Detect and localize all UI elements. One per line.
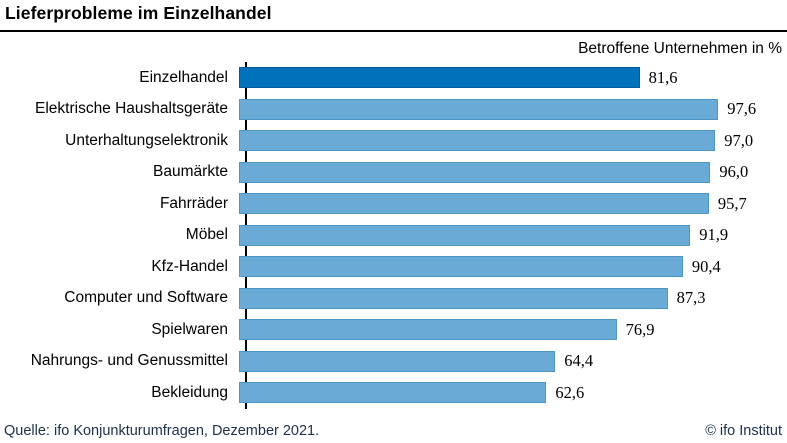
category-label: Bekleidung xyxy=(151,383,228,401)
bar-track: 64,4 xyxy=(239,346,787,378)
bar xyxy=(239,256,683,278)
bar xyxy=(239,161,711,183)
category-label: Baumärkte xyxy=(153,163,228,181)
value-label: 97,0 xyxy=(724,130,754,150)
bar-track: 91,9 xyxy=(239,220,787,252)
bar-track: 96,0 xyxy=(239,157,787,189)
category-label: Computer und Software xyxy=(64,289,228,307)
bar-track: 76,9 xyxy=(239,314,787,346)
bar-track: 62,6 xyxy=(239,377,787,409)
value-label: 96,0 xyxy=(719,162,749,182)
source-note: Quelle: ifo Konjunkturumfragen, Dezember… xyxy=(4,423,320,439)
bar xyxy=(239,319,617,341)
bar-track: 95,7 xyxy=(239,188,787,220)
bar-row: Nahrungs- und Genussmittel 64,4 xyxy=(0,346,787,378)
category-label: Unterhaltungselektronik xyxy=(65,131,228,149)
bar xyxy=(239,193,709,215)
bar-row: Unterhaltungselektronik 97,0 xyxy=(0,125,787,157)
bar-row: Kfz-Handel 90,4 xyxy=(0,251,787,283)
bar-chart: Einzelhandel 81,6 Elektrische Haushaltsger… xyxy=(0,62,787,409)
page-title: Lieferprobleme im Einzelhandel xyxy=(5,3,272,23)
category-label: Fahrräder xyxy=(159,194,228,212)
bar-highlighted xyxy=(239,67,640,89)
title-divider-line xyxy=(0,30,787,32)
chart-footer: Quelle: ifo Konjunkturumfragen, Dezember… xyxy=(0,423,787,439)
category-label: Nahrungs- und Genussmittel xyxy=(30,352,228,370)
bar xyxy=(239,350,556,372)
bar-row: Elektrische Haushaltsgeräte 97,6 xyxy=(0,94,787,126)
value-label: 87,3 xyxy=(676,288,706,308)
value-label: 95,7 xyxy=(717,193,747,213)
category-label: Elektrische Haushaltsgeräte xyxy=(35,100,228,118)
bar-row: Fahrräder 95,7 xyxy=(0,188,787,220)
bar-row: Computer und Software 87,3 xyxy=(0,283,787,315)
value-label: 81,6 xyxy=(648,67,678,87)
category-label: Möbel xyxy=(185,226,228,244)
value-label: 76,9 xyxy=(625,319,655,339)
chart-subtitle: Betroffene Unternehmen in % xyxy=(578,40,782,57)
bar-row: Einzelhandel 81,6 xyxy=(0,62,787,94)
bar-row: Spielwaren 76,9 xyxy=(0,314,787,346)
bar-track: 97,0 xyxy=(239,125,787,157)
value-label: 90,4 xyxy=(691,256,721,276)
bar xyxy=(239,224,691,246)
value-label: 64,4 xyxy=(564,351,594,371)
bar-row: Bekleidung 62,6 xyxy=(0,377,787,409)
bar-track: 81,6 xyxy=(239,62,787,94)
value-label: 97,6 xyxy=(727,99,757,119)
category-label: Spielwaren xyxy=(151,320,228,338)
bar xyxy=(239,98,719,120)
bar xyxy=(239,130,716,152)
bar-row: Möbel 91,9 xyxy=(0,220,787,252)
bar-row: Baumärkte 96,0 xyxy=(0,157,787,189)
category-label: Einzelhandel xyxy=(139,68,228,86)
bar xyxy=(239,382,547,404)
bar-track: 90,4 xyxy=(239,251,787,283)
bar xyxy=(239,287,668,309)
bar-track: 87,3 xyxy=(239,283,787,315)
category-label: Kfz-Handel xyxy=(151,257,228,275)
value-label: 62,6 xyxy=(555,382,585,402)
value-label: 91,9 xyxy=(699,225,729,245)
copyright-note: © ifo Institut xyxy=(705,423,782,439)
bar-track: 97,6 xyxy=(239,94,787,126)
